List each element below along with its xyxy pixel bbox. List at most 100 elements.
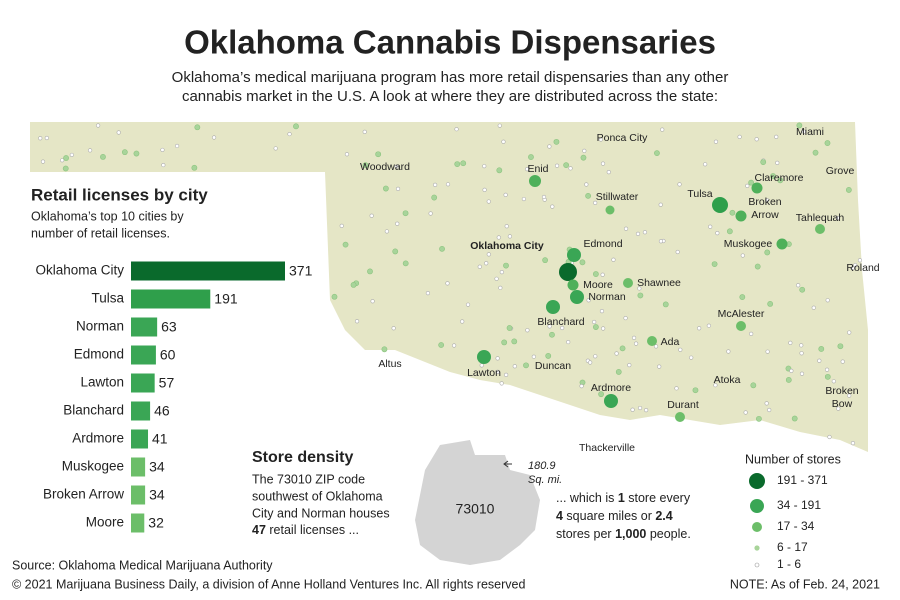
- store-dot: [395, 186, 401, 191]
- city-label: Duncan: [535, 360, 571, 372]
- store-dot: [600, 161, 606, 166]
- store-dot: [840, 359, 845, 364]
- store-dot: [287, 131, 292, 137]
- map-dots: [38, 122, 863, 446]
- store-dot: [675, 249, 680, 255]
- city-dot: [570, 290, 584, 304]
- store-dot: [743, 410, 748, 415]
- store-dot: [362, 129, 367, 135]
- store-dot: [592, 324, 599, 330]
- city-dot: [559, 263, 577, 281]
- store-dot: [857, 258, 863, 263]
- store-dot: [194, 124, 201, 131]
- store-dot: [598, 137, 603, 142]
- store-dot: [623, 226, 629, 231]
- store-dot: [506, 325, 513, 331]
- category-label: Blanchard: [63, 403, 124, 418]
- store-dot: [494, 276, 499, 281]
- area-label: Sq. mi.: [528, 474, 562, 486]
- store-dot: [767, 300, 774, 307]
- city-label: Durant: [667, 399, 699, 411]
- b: 1,000: [615, 527, 646, 541]
- store-dot: [824, 373, 831, 380]
- store-dot: [619, 345, 626, 352]
- city-label: Norman: [588, 291, 626, 303]
- store-dot: [549, 331, 555, 338]
- store-dot: [715, 231, 720, 236]
- city-dot: [675, 412, 685, 422]
- store-dot: [606, 170, 611, 175]
- value-label: 63: [161, 319, 177, 335]
- store-dot: [824, 367, 830, 372]
- store-dot: [63, 155, 69, 161]
- store-dot: [477, 264, 482, 269]
- density-text: ... which is 1 store every: [556, 491, 691, 505]
- store-dot: [593, 200, 598, 205]
- city-dot: [736, 321, 746, 331]
- store-dot: [554, 163, 560, 168]
- city-label: Arrow: [751, 209, 779, 221]
- store-dot: [601, 326, 606, 331]
- store-dot: [785, 377, 792, 383]
- store-dot: [756, 415, 762, 422]
- t: store every: [625, 491, 691, 505]
- store-dot: [635, 231, 641, 236]
- store-dot: [630, 407, 635, 412]
- store-dot: [765, 349, 770, 354]
- store-dot: [713, 139, 719, 144]
- store-dot: [637, 405, 643, 411]
- store-dot: [677, 182, 682, 187]
- legend-swatch: [749, 473, 765, 489]
- store-dot: [484, 261, 489, 266]
- store-dot: [777, 177, 784, 184]
- legend-label: 34 - 191: [777, 498, 821, 512]
- t: stores per: [556, 527, 615, 541]
- store-dot: [706, 323, 711, 328]
- store-dot: [504, 224, 509, 229]
- store-dot: [689, 355, 694, 360]
- store-dot: [497, 123, 502, 128]
- value-label: 41: [152, 431, 168, 447]
- value-label: 191: [214, 291, 238, 307]
- store-dot: [425, 291, 431, 296]
- city-dot: [751, 182, 763, 194]
- store-dot: [560, 325, 565, 331]
- store-dot: [445, 182, 451, 187]
- store-dot: [452, 343, 457, 348]
- value-label: 60: [160, 347, 176, 363]
- city-label: Muskogee: [724, 238, 773, 250]
- store-dot: [831, 379, 836, 384]
- store-dot: [482, 187, 487, 192]
- store-dot: [726, 228, 733, 235]
- store-dot: [40, 159, 46, 164]
- store-dot: [764, 249, 771, 256]
- bar: [131, 317, 158, 337]
- store-dot: [504, 372, 509, 377]
- b: 2.4: [655, 509, 672, 523]
- store-dot: [499, 270, 504, 275]
- store-dot: [350, 281, 357, 288]
- store-dot: [344, 152, 350, 157]
- city-dot: [647, 336, 657, 346]
- store-dot: [811, 305, 816, 310]
- store-dot: [395, 221, 400, 226]
- store-dot: [627, 362, 632, 368]
- store-dot: [339, 223, 344, 228]
- store-dot: [465, 302, 471, 307]
- store-dot: [428, 211, 433, 216]
- t: people.: [646, 527, 690, 541]
- store-dot: [592, 319, 597, 325]
- density-text: The 73010 ZIP code: [252, 472, 365, 486]
- store-dot: [588, 360, 593, 365]
- store-dot: [586, 298, 591, 303]
- store-dot: [726, 349, 731, 354]
- store-dot: [579, 259, 586, 266]
- store-dot: [547, 144, 552, 149]
- city-label: Stillwater: [596, 191, 639, 203]
- city-label: Tahlequah: [796, 212, 845, 224]
- bar: [131, 345, 156, 365]
- store-dot: [191, 164, 198, 171]
- store-dot: [375, 151, 382, 158]
- store-dot: [765, 198, 770, 203]
- store-dot: [392, 248, 399, 255]
